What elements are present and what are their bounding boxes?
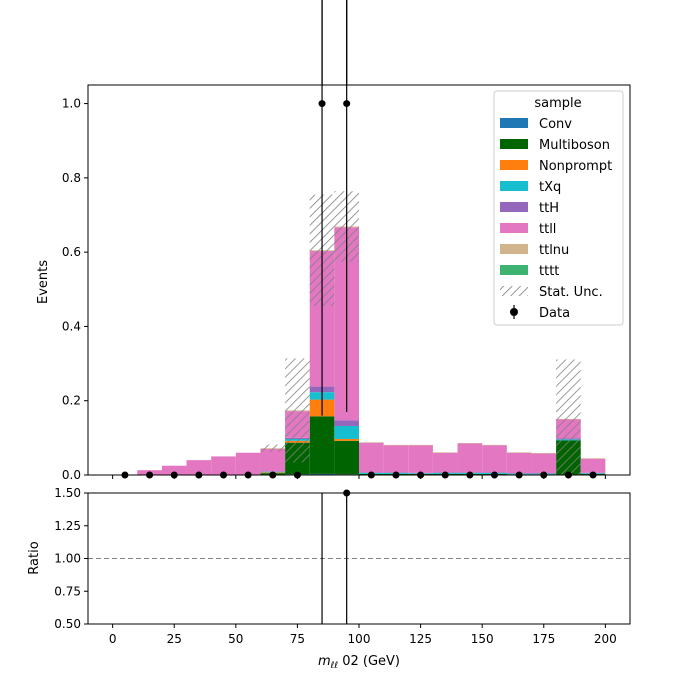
bar-ttll	[432, 452, 458, 473]
legend-label: Multiboson	[539, 138, 610, 153]
x-tick-label: 100	[348, 632, 371, 646]
bar-ttlnu	[383, 444, 409, 446]
bar-ttll	[359, 442, 384, 473]
y-tick-label: 0.4	[62, 319, 81, 333]
y-tick-label: 0.2	[62, 394, 81, 408]
x-tick-label: 75	[290, 632, 305, 646]
stat-unc-band	[260, 444, 286, 452]
legend-marker	[510, 308, 518, 316]
bar-ttll	[482, 445, 507, 473]
ratio-y-tick-label: 1.00	[54, 552, 81, 566]
legend-swatch	[500, 139, 528, 149]
y-tick-label: 1.0	[62, 97, 81, 111]
ratio-y-tick-label: 1.25	[54, 519, 81, 533]
bar-ttlnu	[482, 444, 507, 446]
data-points	[121, 0, 597, 479]
legend-label: tXq	[539, 180, 561, 195]
bar-ttlnu	[359, 442, 384, 443]
legend-entries: Conv Multiboson Nonprompt tXq ttH ttll ttlnu tt…	[500, 117, 612, 321]
legend-label: Conv	[539, 117, 572, 132]
x-tick-label: 50	[228, 632, 243, 646]
ratio-panel: 0.50 0.75 1.00 1.25 1.50 Ratio 0 25 50 75 100 125…	[27, 486, 631, 646]
bar-conv	[309, 473, 335, 475]
bar-ttll	[161, 465, 187, 475]
ratio-y-ticks: 0.50 0.75 1.00 1.25 1.50	[54, 486, 88, 631]
bar-ttll	[260, 449, 286, 472]
stat-unc-band	[556, 359, 581, 475]
bar-ttlnu	[531, 453, 557, 454]
main-y-ticks: 0.0 0.2 0.4 0.6 0.8 1.0	[62, 97, 88, 482]
y-tick-label: 0.6	[62, 245, 81, 259]
bar-multiboson	[309, 416, 335, 474]
x-axis-label-var: m	[318, 654, 331, 669]
ratio-points	[321, 489, 351, 624]
bar-tth	[334, 420, 359, 426]
stat-unc-band	[285, 358, 310, 463]
legend-label: Nonprompt	[539, 159, 612, 174]
legend-label: ttll	[539, 222, 556, 237]
bar-ttll	[383, 445, 409, 473]
bar-ttll	[211, 456, 236, 475]
bar-ttll	[531, 453, 557, 474]
x-tick-label: 25	[167, 632, 182, 646]
y-axis-label-main: Events	[36, 260, 51, 304]
bar-multiboson	[334, 440, 359, 475]
x-tick-label: 150	[471, 632, 494, 646]
legend-label: ttH	[539, 201, 559, 216]
bar-txq	[334, 425, 359, 439]
legend-swatch	[500, 202, 528, 212]
y-axis-label-ratio: Ratio	[27, 541, 42, 574]
y-tick-label: 0.8	[62, 171, 81, 185]
legend-swatch	[500, 118, 528, 128]
bar-ttll	[506, 452, 532, 474]
legend-title: sample	[534, 96, 581, 111]
data-point	[318, 100, 326, 108]
x-axis-label-unit: 02 (GeV)	[338, 654, 400, 669]
x-tick-label: 0	[109, 632, 117, 646]
main-panel: 0.0 0.2 0.4 0.6 0.8 1.0 Events	[36, 0, 631, 482]
legend: sample Conv Multiboson Nonprompt tXq ttH ttll…	[493, 90, 624, 326]
legend-swatch	[500, 160, 528, 170]
x-axis-label-sub: ℓℓ	[330, 661, 338, 671]
bar-ttll	[186, 460, 212, 475]
legend-label: ttlnu	[539, 243, 569, 258]
x-tick-label: 175	[532, 632, 555, 646]
y-tick-label: 0.0	[62, 468, 81, 482]
ratio-x-ticks: 0 25 50 75 100 125 150 175 200	[109, 624, 617, 646]
bar-ttll	[408, 445, 433, 473]
legend-label: Stat. Unc.	[539, 285, 603, 300]
legend-swatch-hatch	[500, 286, 528, 296]
bar-ttlnu	[580, 458, 606, 459]
main-x-ticks	[112, 475, 606, 479]
legend-swatch	[500, 265, 528, 275]
legend-label: tttt	[539, 264, 559, 279]
bar-ttlnu	[457, 443, 483, 444]
legend-swatch	[500, 181, 528, 191]
bar-ttlnu	[408, 444, 433, 446]
bar-ttll	[580, 458, 606, 473]
ratio-y-tick-label: 0.75	[54, 584, 81, 598]
bar-ttlnu	[506, 452, 532, 453]
bar-nonprompt	[334, 438, 359, 441]
legend-swatch	[500, 223, 528, 233]
x-tick-label: 200	[594, 632, 617, 646]
data-point	[343, 100, 351, 108]
x-tick-label: 125	[409, 632, 432, 646]
legend-label: Data	[539, 306, 570, 321]
x-axis-label: mℓℓ 02 (GeV)	[318, 654, 400, 671]
bar-ttll	[457, 443, 483, 473]
bar-ttll	[235, 452, 261, 475]
ratio-y-tick-label: 1.50	[54, 486, 81, 500]
legend-swatch	[500, 244, 528, 254]
ratio-y-tick-label: 0.50	[54, 617, 81, 631]
bar-ttlnu	[432, 452, 458, 453]
